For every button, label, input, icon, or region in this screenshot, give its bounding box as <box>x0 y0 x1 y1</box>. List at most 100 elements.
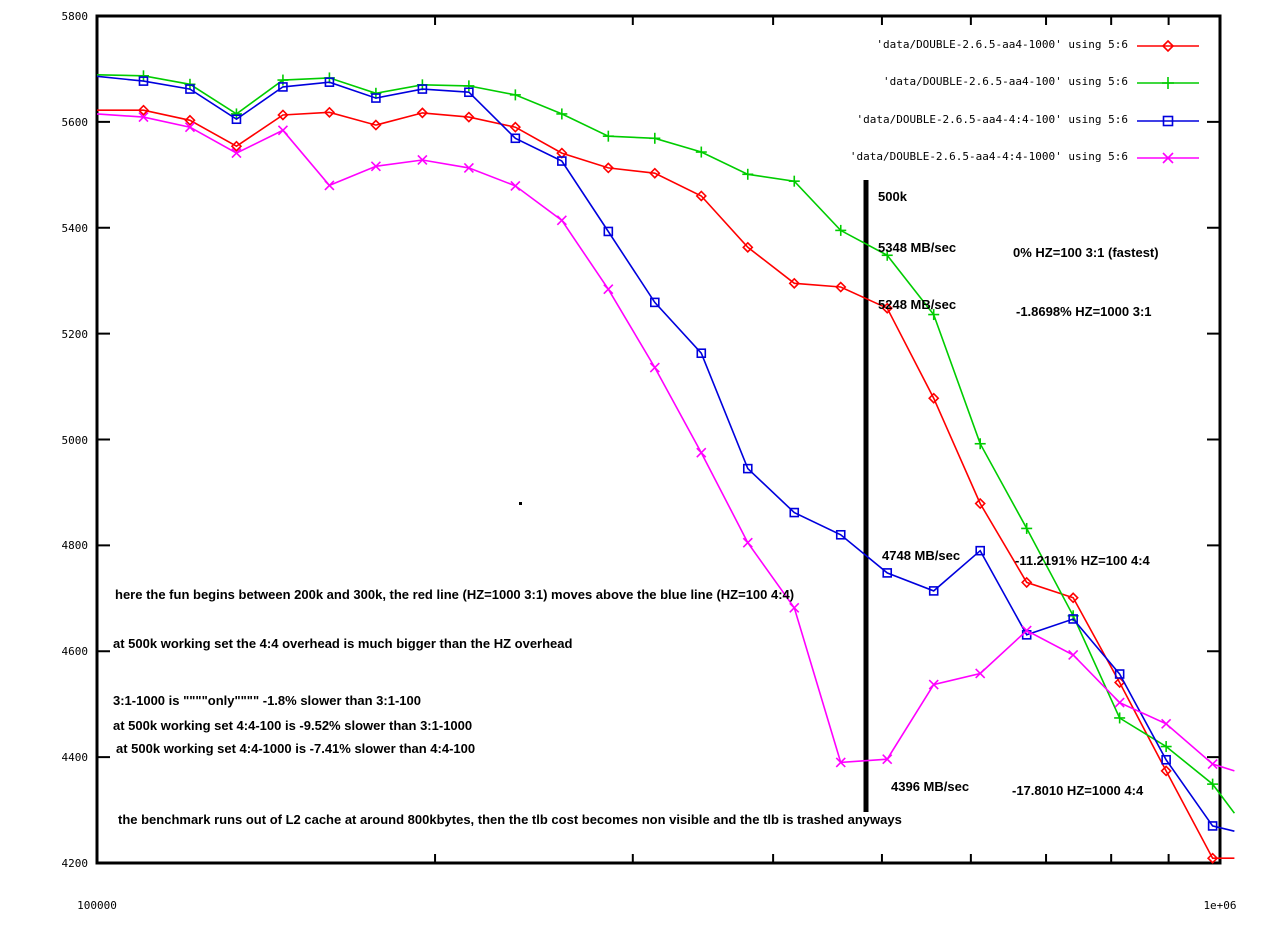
marker-square <box>882 568 893 578</box>
series-red-markers <box>137 104 1219 864</box>
marker-diamond <box>509 121 521 133</box>
marker-square <box>975 545 985 556</box>
y-tick-label: 5800 <box>61 10 89 23</box>
marker-diamond <box>277 109 289 121</box>
series-magenta <box>96 112 1235 772</box>
marker-diamond <box>835 281 847 293</box>
y-tick-label: 4800 <box>61 539 89 553</box>
x-tick-label: 1e+06 <box>1203 899 1237 912</box>
series-green-line <box>96 74 1236 814</box>
annotation-label-pct-11-22: -11.2191% HZ=100 4:4 <box>1015 553 1150 568</box>
marker-diamond <box>602 162 614 174</box>
y-tick-label: 4400 <box>61 751 89 765</box>
marker-x <box>1114 697 1125 708</box>
marker-square <box>417 84 428 94</box>
marker-diamond <box>1206 852 1219 864</box>
marker-x <box>975 668 986 679</box>
marker-square <box>138 76 149 86</box>
marker-x <box>556 215 567 226</box>
marker-x <box>417 154 428 166</box>
marker-diamond <box>463 111 475 123</box>
marker-x <box>835 757 846 768</box>
marker-diamond <box>1161 39 1175 53</box>
marker-x <box>463 162 474 173</box>
annotation-label-500k: 500k <box>878 189 907 204</box>
annotation-note-500k-overhead: at 500k working set the 4:4 overhead is … <box>113 636 573 651</box>
annotation-note-9-52: at 500k working set 4:4-100 is -9.52% sl… <box>113 718 473 733</box>
marker-diamond <box>416 107 429 119</box>
marker-diamond <box>881 302 893 314</box>
marker-square <box>464 87 474 98</box>
series-red <box>97 104 1235 864</box>
marker-diamond <box>137 104 150 116</box>
marker-square <box>928 586 939 596</box>
marker-diamond <box>184 114 196 126</box>
marker-x <box>1021 625 1032 636</box>
marker-square <box>1068 614 1078 624</box>
marker-diamond <box>695 190 707 202</box>
marker-diamond <box>974 497 986 510</box>
marker-square <box>1207 821 1218 831</box>
marker-square <box>557 156 567 166</box>
legend-label-blue: 'data/DOUBLE-2.6.5-aa4-4:4-100' using 5:… <box>856 113 1128 126</box>
marker-x <box>277 125 289 136</box>
y-tick-label: 4200 <box>61 857 89 870</box>
annotation-label-pct-0: 0% HZ=100 3:1 (fastest) <box>1013 245 1159 260</box>
legend-sample-red <box>1137 39 1199 53</box>
marker-square <box>1162 115 1174 127</box>
marker-diamond <box>323 106 336 118</box>
marker-x <box>882 754 893 765</box>
y-tick-label: 5200 <box>61 327 89 341</box>
tick-marks <box>97 15 1220 864</box>
marker-x <box>231 148 242 159</box>
marker-diamond <box>1021 576 1033 589</box>
marker-square <box>371 93 381 103</box>
series-blue-line <box>96 75 1235 832</box>
marker-square <box>1114 669 1125 679</box>
legend-label-red: 'data/DOUBLE-2.6.5-aa4-1000' using 5:6 <box>876 38 1128 51</box>
marker-x <box>696 447 707 458</box>
marker-square <box>278 82 288 92</box>
marker-diamond <box>370 119 382 131</box>
legend-label-magenta: 'data/DOUBLE-2.6.5-aa4-4:4-1000' using 5… <box>849 150 1128 163</box>
y-tick-label: 5600 <box>61 115 89 129</box>
marker-diamond <box>1160 765 1172 777</box>
marker-square <box>742 463 753 474</box>
axes-border <box>95 14 1222 865</box>
annotation-note-7-41: at 500k working set 4:4-1000 is -7.41% s… <box>116 741 476 756</box>
marker-x <box>184 122 196 133</box>
marker-square <box>603 226 614 237</box>
annotation-label-5248: 5248 MB/sec <box>878 297 957 312</box>
annotation-label-4748: 4748 MB/sec <box>882 548 961 563</box>
marker-x <box>603 284 614 295</box>
marker-diamond <box>1067 592 1079 604</box>
annotation-label-pct-1-87: -1.8698% HZ=1000 3:1 <box>1016 304 1152 319</box>
marker-x <box>510 180 521 191</box>
marker-diamond <box>742 241 754 253</box>
marker-x <box>1162 152 1174 164</box>
annotation-note-l2-cache: the benchmark runs out of L2 cache at ar… <box>118 812 902 827</box>
marker-square <box>324 77 335 87</box>
marker-square <box>835 529 846 540</box>
marker-x <box>1068 649 1079 661</box>
series-magenta-markers <box>138 112 1218 770</box>
marker-x <box>928 679 939 690</box>
marker-x <box>649 362 660 373</box>
series-blue <box>96 75 1235 832</box>
marker-x <box>1207 758 1218 770</box>
marker-x <box>138 112 149 123</box>
legend-sample-blue <box>1137 115 1199 127</box>
marker-diamond <box>788 277 800 289</box>
legend-label-green: 'data/DOUBLE-2.6.5-aa4-100' using 5:6 <box>882 75 1128 88</box>
marker-diamond <box>649 167 661 179</box>
annotation-note-fun-begins: here the fun begins between 200k and 300… <box>115 587 795 602</box>
legend-sample-green <box>1137 77 1199 89</box>
marker-x <box>324 180 335 191</box>
series-red-line <box>97 109 1235 860</box>
x-tick-label: 100000 <box>77 899 117 912</box>
marker-x <box>742 537 753 548</box>
marker-x <box>1161 718 1172 729</box>
marker-square <box>185 84 195 94</box>
